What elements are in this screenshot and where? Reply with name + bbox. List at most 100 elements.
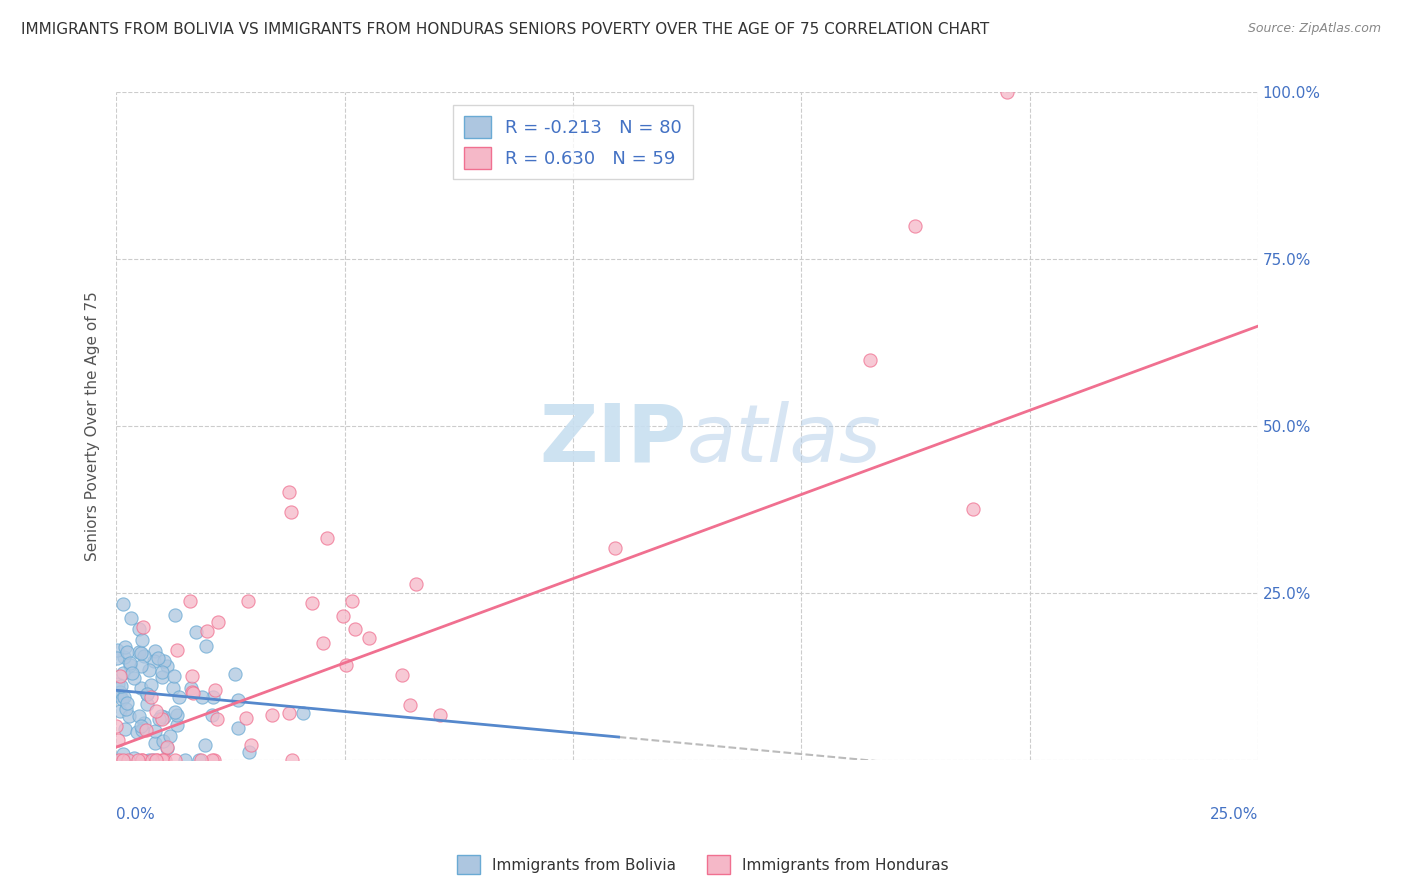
Point bbox=[136, 697, 159, 711]
Point bbox=[429, 707, 451, 722]
Point bbox=[132, 648, 155, 663]
Point bbox=[904, 219, 927, 233]
Text: 25.0%: 25.0% bbox=[1209, 807, 1258, 822]
Point bbox=[186, 625, 208, 640]
Point bbox=[129, 646, 152, 660]
Text: 0.0%: 0.0% bbox=[117, 807, 155, 822]
Point bbox=[153, 710, 176, 724]
Point bbox=[357, 632, 380, 646]
Point bbox=[150, 665, 173, 680]
Point bbox=[129, 658, 152, 673]
Point bbox=[132, 715, 155, 730]
Point bbox=[152, 753, 174, 767]
Point bbox=[112, 690, 135, 704]
Point bbox=[131, 753, 153, 767]
Point bbox=[128, 709, 150, 723]
Point bbox=[167, 690, 190, 705]
Point bbox=[145, 704, 167, 718]
Point bbox=[224, 666, 246, 681]
Legend: Immigrants from Bolivia, Immigrants from Honduras: Immigrants from Bolivia, Immigrants from… bbox=[451, 849, 955, 880]
Point bbox=[105, 643, 128, 657]
Point bbox=[128, 645, 150, 659]
Point bbox=[179, 593, 201, 607]
Point bbox=[131, 620, 153, 634]
Point bbox=[139, 690, 162, 704]
Point bbox=[152, 734, 174, 748]
Point bbox=[194, 738, 217, 752]
Point bbox=[111, 691, 134, 706]
Point bbox=[332, 609, 354, 624]
Point bbox=[391, 667, 413, 681]
Point bbox=[202, 690, 225, 705]
Point bbox=[166, 708, 188, 723]
Point bbox=[239, 738, 262, 752]
Point bbox=[195, 624, 218, 638]
Point bbox=[120, 611, 142, 625]
Point bbox=[166, 643, 188, 657]
Point bbox=[127, 725, 149, 739]
Point bbox=[162, 681, 184, 695]
Point bbox=[148, 712, 170, 726]
Point bbox=[181, 686, 204, 700]
Point bbox=[316, 531, 339, 545]
Point bbox=[108, 685, 131, 699]
Point bbox=[107, 677, 129, 691]
Point bbox=[190, 753, 212, 767]
Point bbox=[174, 753, 197, 767]
Point bbox=[111, 753, 134, 767]
Point bbox=[129, 681, 152, 695]
Point bbox=[166, 718, 188, 732]
Point bbox=[278, 706, 301, 720]
Point bbox=[138, 753, 160, 767]
Point bbox=[201, 708, 224, 723]
Point bbox=[105, 719, 128, 733]
Point bbox=[145, 753, 167, 767]
Point bbox=[398, 698, 420, 712]
Point bbox=[181, 669, 204, 683]
Point bbox=[129, 718, 152, 732]
Point bbox=[127, 753, 149, 767]
Point bbox=[859, 352, 882, 367]
Point bbox=[262, 707, 284, 722]
Point bbox=[202, 753, 225, 767]
Point bbox=[135, 723, 157, 737]
Point bbox=[603, 541, 626, 556]
Point bbox=[107, 732, 129, 747]
Point bbox=[226, 721, 249, 735]
Point bbox=[207, 712, 229, 726]
Legend: R = -0.213   N = 80, R = 0.630   N = 59: R = -0.213 N = 80, R = 0.630 N = 59 bbox=[453, 104, 693, 179]
Point bbox=[343, 622, 366, 636]
Point bbox=[141, 753, 163, 767]
Point bbox=[163, 668, 186, 682]
Point bbox=[277, 484, 299, 499]
Point bbox=[115, 696, 138, 710]
Point bbox=[114, 702, 136, 716]
Point bbox=[152, 670, 174, 684]
Point bbox=[128, 622, 150, 636]
Point bbox=[187, 753, 209, 767]
Point bbox=[122, 671, 145, 685]
Point bbox=[112, 597, 135, 611]
Point bbox=[111, 747, 134, 761]
Text: ZIP: ZIP bbox=[540, 401, 688, 479]
Point bbox=[163, 753, 186, 767]
Point bbox=[153, 654, 176, 668]
Point bbox=[150, 753, 173, 767]
Point bbox=[122, 751, 145, 765]
Point bbox=[112, 649, 135, 664]
Point bbox=[143, 723, 166, 738]
Point bbox=[135, 687, 157, 701]
Point bbox=[156, 739, 179, 754]
Point bbox=[405, 577, 427, 591]
Point bbox=[181, 684, 204, 698]
Point bbox=[155, 659, 177, 673]
Point bbox=[142, 753, 165, 767]
Point bbox=[195, 639, 218, 653]
Point bbox=[238, 594, 260, 608]
Point bbox=[180, 681, 202, 696]
Point bbox=[112, 665, 135, 680]
Point bbox=[207, 615, 229, 629]
Point bbox=[201, 753, 224, 767]
Point bbox=[131, 753, 153, 767]
Point bbox=[156, 741, 179, 756]
